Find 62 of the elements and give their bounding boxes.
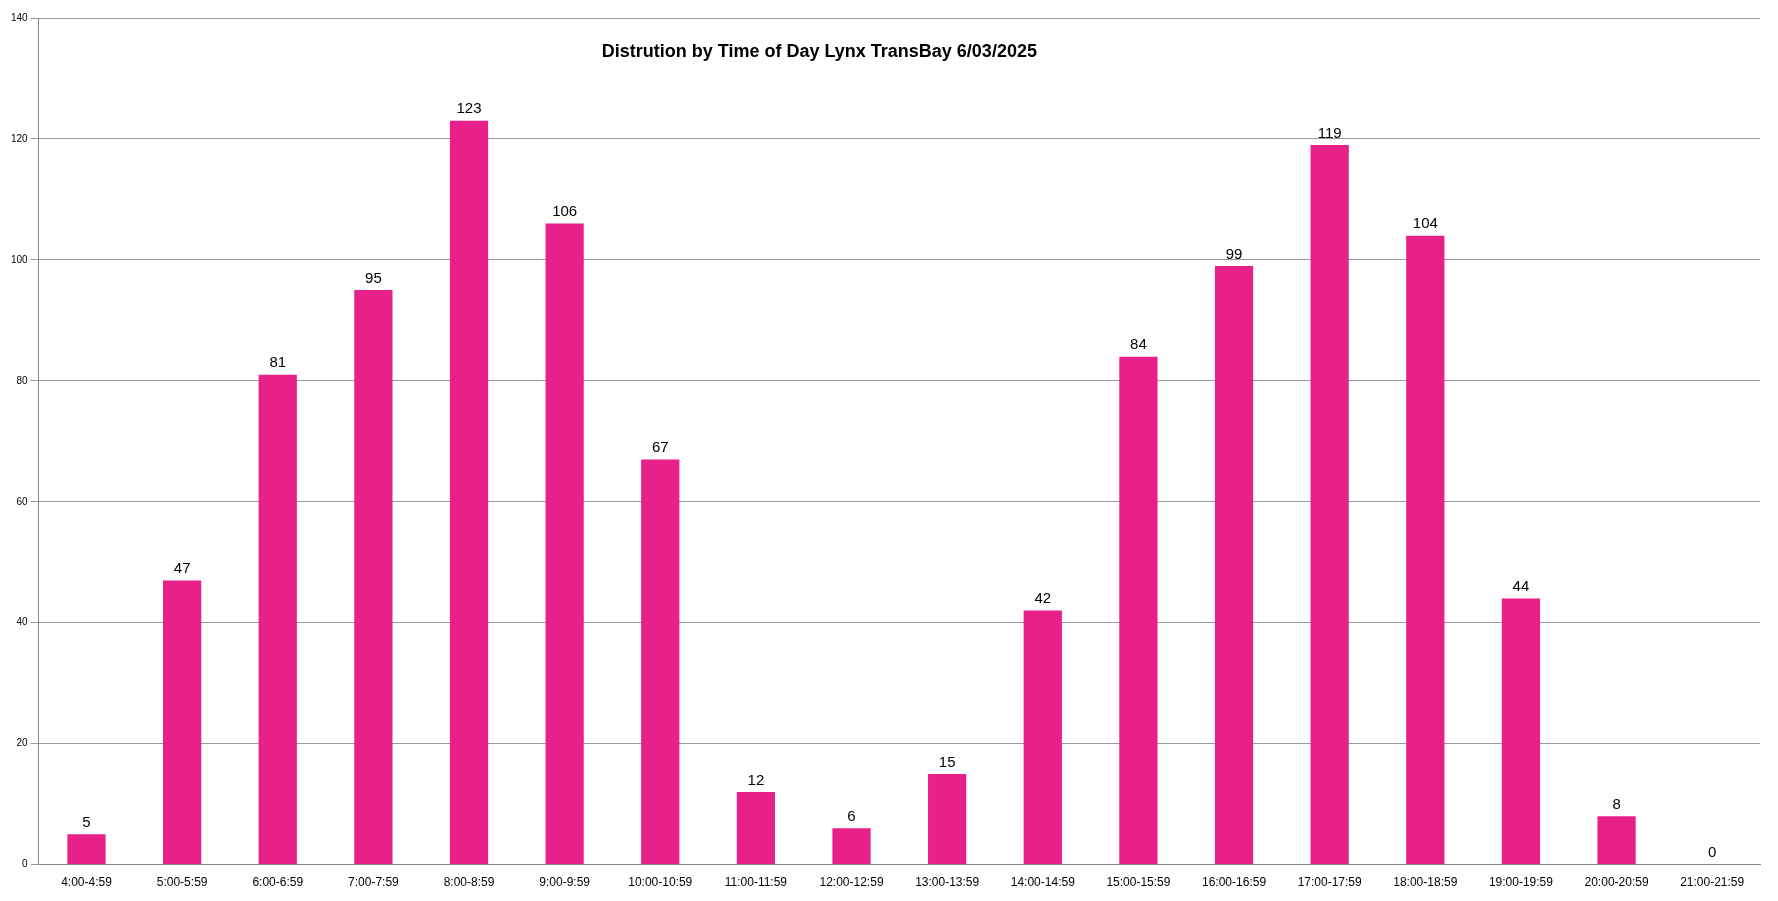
- bar: [1501, 598, 1541, 865]
- x-tick-label: 4:00-4:59: [61, 875, 113, 890]
- x-tick-label: 21:00-21:59: [1680, 875, 1745, 890]
- y-tick-label: 0: [22, 858, 29, 870]
- y-tick-label: 60: [16, 495, 29, 507]
- x-tick-label: 15:00-15:59: [1106, 875, 1171, 890]
- x-tick-label: 17:00-17:59: [1297, 875, 1363, 890]
- y-tick-label: 40: [16, 616, 29, 628]
- data-label: 81: [269, 353, 287, 371]
- x-tick-label: 12:00-12:59: [819, 875, 884, 890]
- x-tick-label: 19:00-19:59: [1488, 875, 1554, 890]
- y-tick-label: 120: [11, 132, 29, 144]
- x-tick-label: 11:00-11:59: [724, 875, 788, 890]
- data-label: 67: [651, 438, 669, 456]
- x-tick-label: 6:00-6:59: [252, 875, 304, 890]
- data-label: 6: [847, 806, 856, 824]
- data-label: 106: [552, 202, 578, 220]
- data-label: 84: [1130, 335, 1147, 353]
- x-tick-label: 8:00-8:59: [443, 875, 495, 890]
- bar: [736, 792, 776, 865]
- data-label: 123: [456, 99, 482, 117]
- text: Distrution by Time of Day Lynx TransBay 6/03/2025: [601, 40, 1037, 61]
- data-label: 12: [747, 770, 765, 788]
- bar: [928, 773, 967, 865]
- data-label: 95: [365, 268, 382, 286]
- bar: [1310, 144, 1349, 865]
- x-tick-label: 16:00-16:59: [1202, 875, 1267, 890]
- bar: [163, 580, 202, 865]
- bar: [641, 459, 680, 865]
- data-label: 5: [82, 813, 91, 830]
- x-tick-label: 18:00-18:59: [1393, 875, 1458, 890]
- y-tick-label: 140: [11, 11, 29, 23]
- bar: [258, 374, 297, 865]
- bar: [832, 828, 871, 865]
- x-tick-label: 9:00-9:59: [539, 875, 591, 890]
- data-label: 47: [173, 559, 191, 577]
- bar: [1119, 356, 1158, 865]
- x-tick-label: 14:00-14:59: [1010, 875, 1076, 890]
- bar: [449, 120, 489, 865]
- x-tick-label: 7:00-7:59: [348, 875, 400, 890]
- data-label: 44: [1512, 577, 1530, 595]
- y-tick-label: 20: [16, 737, 29, 749]
- bar: [354, 290, 393, 865]
- data-label: 104: [1412, 214, 1438, 232]
- bar: [1406, 235, 1445, 865]
- x-tick-label: 10:00-10:59: [628, 875, 693, 890]
- bar: [1597, 816, 1636, 865]
- bar: [545, 223, 584, 865]
- x-tick-label: 5:00-5:59: [156, 875, 208, 890]
- x-tick-label: 13:00-13:59: [915, 875, 980, 890]
- data-label: 42: [1034, 589, 1052, 607]
- y-tick-label: 80: [16, 374, 29, 386]
- data-label: 0: [1708, 843, 1717, 861]
- data-label: 8: [1612, 794, 1621, 812]
- bar: [1214, 265, 1254, 865]
- data-label: 15: [938, 752, 956, 770]
- bar: [1023, 610, 1062, 865]
- y-tick-label: 100: [11, 253, 29, 265]
- data-label: 99: [1225, 244, 1243, 262]
- data-label: 119: [1317, 123, 1342, 141]
- x-tick-label: 20:00-20:59: [1584, 875, 1649, 890]
- bar: [67, 834, 106, 865]
